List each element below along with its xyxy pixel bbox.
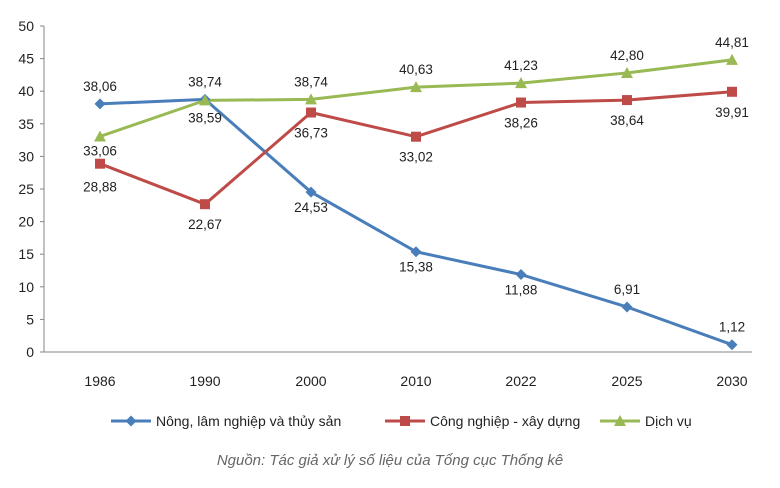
data-label: 38,06 xyxy=(83,79,117,94)
y-tick-label: 40 xyxy=(18,83,34,99)
data-label: 22,67 xyxy=(188,217,222,232)
y-tick-label: 0 xyxy=(26,344,34,360)
y-tick-label: 25 xyxy=(18,181,34,197)
data-point xyxy=(516,97,526,108)
series-markers xyxy=(94,53,738,351)
data-point xyxy=(410,81,422,93)
data-label: 11,88 xyxy=(505,283,538,298)
data-point xyxy=(305,93,317,105)
series-line xyxy=(98,90,734,206)
data-label: 39,91 xyxy=(715,105,749,120)
x-tick-label: 1986 xyxy=(84,373,115,389)
data-label: 6,91 xyxy=(614,282,640,297)
x-tick-label: 1990 xyxy=(189,373,220,389)
source-note: Nguồn: Tác giả xử lý số liệu của Tổng cụ… xyxy=(216,452,564,469)
y-tick-label: 50 xyxy=(18,18,34,34)
data-label: 15,38 xyxy=(399,260,433,275)
data-label: 44,81 xyxy=(715,35,749,50)
data-point xyxy=(306,107,316,118)
y-tick-label: 20 xyxy=(18,214,34,230)
data-label: 1,12 xyxy=(719,320,745,335)
data-point xyxy=(411,131,421,142)
legend-label: Nông, lâm nghiệp và thủy sản xyxy=(156,413,341,429)
data-point xyxy=(125,415,137,427)
data-point xyxy=(94,130,106,142)
y-tick-label: 5 xyxy=(26,311,34,327)
data-label: 38,26 xyxy=(504,116,538,131)
data-point xyxy=(621,301,633,313)
data-label: 38,74 xyxy=(294,74,328,89)
data-label: 38,74 xyxy=(188,74,222,89)
data-label: 24,53 xyxy=(294,200,328,215)
data-label: 38,59 xyxy=(188,110,222,125)
data-label: 36,73 xyxy=(294,126,328,141)
data-point xyxy=(94,98,106,110)
y-tick-label: 35 xyxy=(18,116,34,132)
y-tick-label: 10 xyxy=(18,279,34,295)
x-tick-label: 2025 xyxy=(611,373,642,389)
data-point xyxy=(200,199,210,210)
data-point xyxy=(515,77,527,89)
y-tick-label: 45 xyxy=(18,51,34,67)
data-point xyxy=(305,186,317,198)
legend-label: Dịch vụ xyxy=(645,413,692,429)
y-tick-label: 15 xyxy=(18,246,34,262)
data-point xyxy=(621,66,633,78)
x-tick-label: 2010 xyxy=(400,373,431,389)
data-point xyxy=(614,415,626,426)
data-label: 33,02 xyxy=(399,150,433,165)
data-label: 42,80 xyxy=(610,48,644,63)
data-point xyxy=(199,94,211,106)
data-label: 41,23 xyxy=(504,58,538,73)
series-lines xyxy=(98,58,734,347)
x-tick-label: 2022 xyxy=(505,373,536,389)
data-point xyxy=(400,416,410,426)
data-label: 40,63 xyxy=(399,62,433,77)
data-point xyxy=(515,269,527,281)
data-point xyxy=(727,86,737,97)
x-tick-label: 2000 xyxy=(295,373,326,389)
legend-label: Công nghiệp - xây dựng xyxy=(430,413,580,429)
x-tick-label: 2030 xyxy=(716,373,747,389)
data-point xyxy=(726,339,738,351)
y-tick-label: 30 xyxy=(18,148,34,164)
data-point xyxy=(410,246,422,258)
data-labels: 38,06 38,74 24,53 15,38 11,88 6,91 1,12 28,88 22… xyxy=(83,35,749,335)
data-point xyxy=(622,95,632,106)
legend: Nông, lâm nghiệp và thủy sản Công nghiệp … xyxy=(111,413,692,429)
data-point xyxy=(726,53,738,65)
data-label: 38,64 xyxy=(610,113,644,128)
data-point xyxy=(95,158,105,169)
data-label: 33,06 xyxy=(83,143,117,158)
data-label: 28,88 xyxy=(83,180,117,195)
